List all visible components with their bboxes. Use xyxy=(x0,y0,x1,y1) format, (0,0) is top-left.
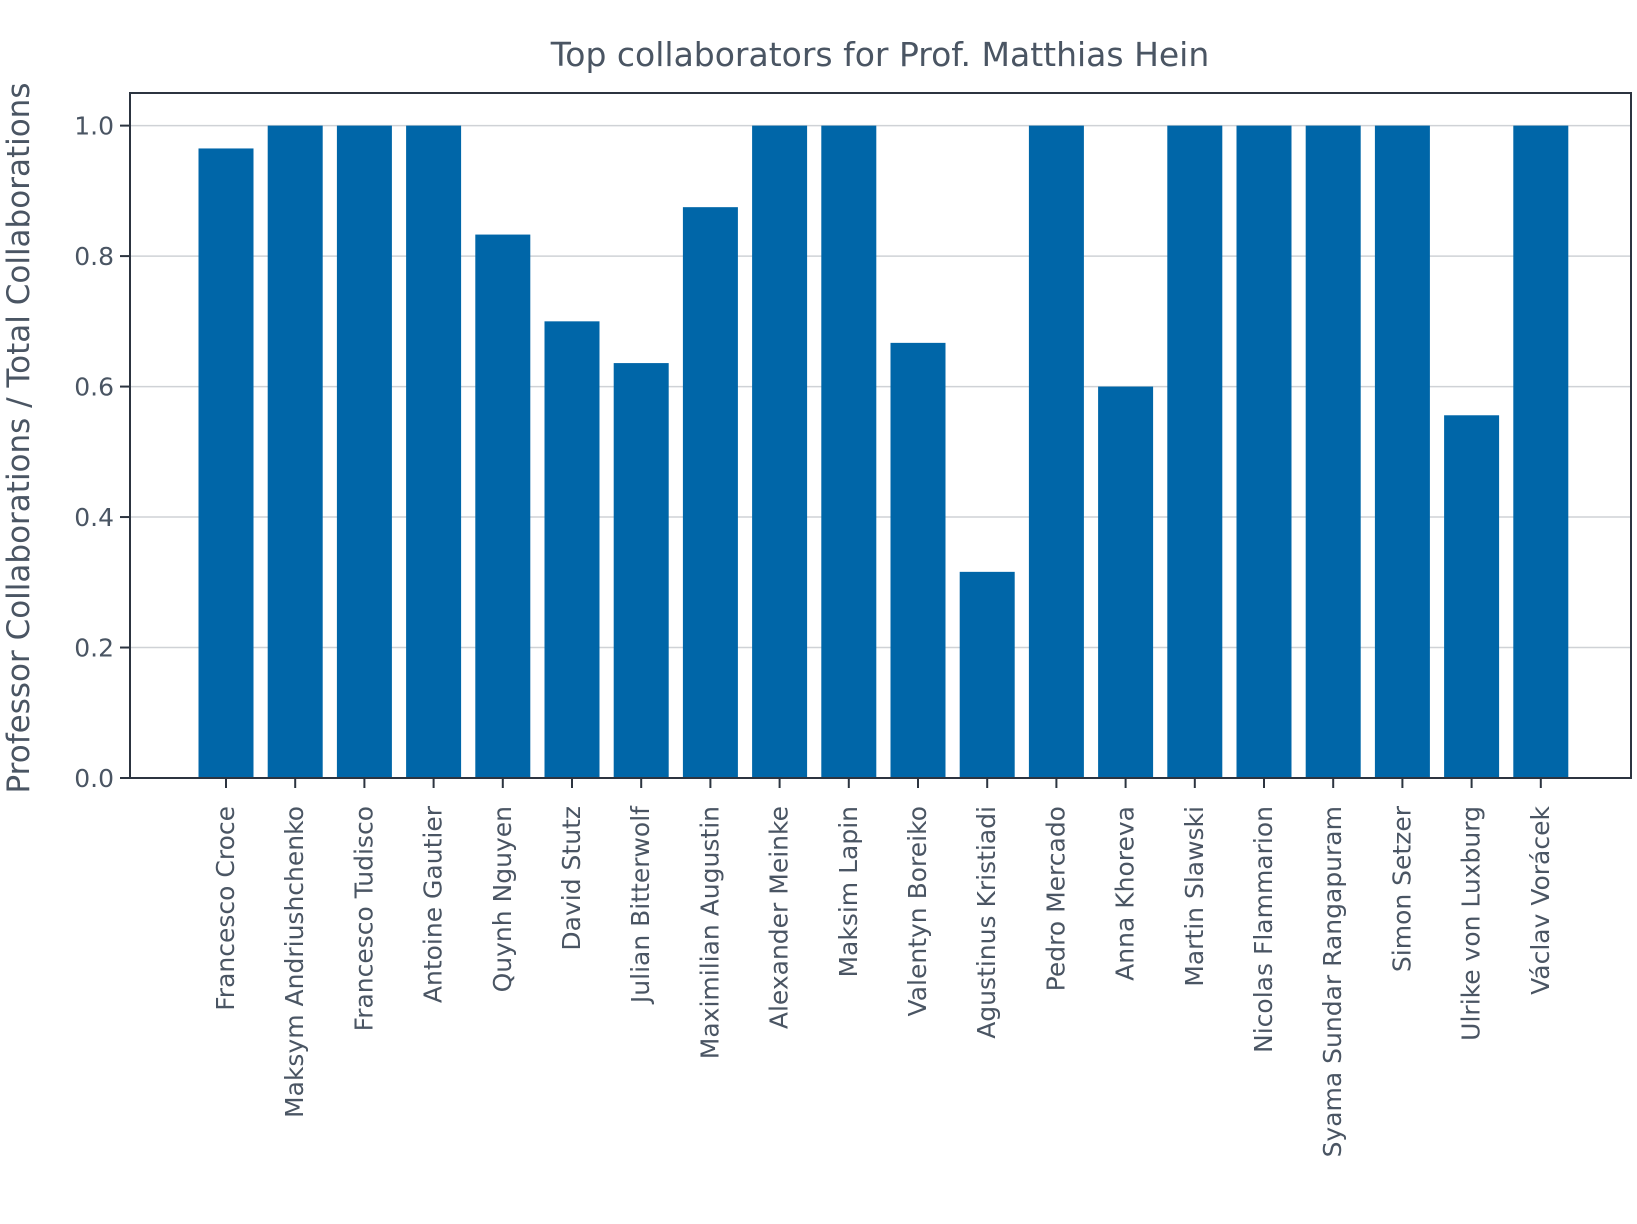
y-tick-label: 0.4 xyxy=(74,503,114,532)
y-axis-ticks: 0.0 0.2 0.4 0.6 0.8 1.0 xyxy=(74,112,130,793)
bar xyxy=(890,342,946,778)
x-tick-label: Maximilian Augustin xyxy=(695,806,724,1059)
bar xyxy=(1513,125,1569,779)
y-axis-label: Professor Collaborations / Total Collabo… xyxy=(1,83,37,794)
y-tick-label: 0.8 xyxy=(74,242,114,271)
chart-title: Top collaborators for Prof. Matthias Hei… xyxy=(550,35,1210,74)
x-tick-label: Nicolas Flammarion xyxy=(1249,806,1278,1053)
bars xyxy=(198,125,1569,779)
bar xyxy=(267,125,323,779)
x-tick-label: Syama Sundar Rangapuram xyxy=(1318,806,1347,1157)
x-tick-label: Martin Slawski xyxy=(1180,806,1209,987)
bar xyxy=(336,125,392,779)
bar xyxy=(1236,125,1292,779)
x-tick-label: Alexander Meinke xyxy=(765,806,794,1029)
y-tick-label: 0.6 xyxy=(74,373,114,402)
x-tick-label: Anna Khoreva xyxy=(1111,806,1140,981)
y-tick-label: 0.2 xyxy=(74,634,114,663)
x-tick-label: David Stutz xyxy=(557,806,586,951)
x-tick-label: Pedro Mercado xyxy=(1041,806,1070,991)
bar xyxy=(1098,386,1154,778)
bar xyxy=(821,125,877,779)
x-tick-label: Valentyn Boreiko xyxy=(903,806,932,1016)
bar xyxy=(1444,415,1500,778)
bar xyxy=(959,571,1015,778)
x-tick-label: Francesco Croce xyxy=(211,806,240,1011)
x-tick-label: Julian Bitterwolf xyxy=(626,805,655,1005)
x-tick-label: Simon Setzer xyxy=(1387,805,1416,972)
bar xyxy=(682,207,738,778)
plot-frame xyxy=(129,92,1632,779)
x-tick-label: Maksim Lapin xyxy=(834,806,863,978)
bar xyxy=(1305,125,1361,779)
x-tick-label: Václav Vorácek xyxy=(1526,805,1555,994)
y-tick-label: 0.0 xyxy=(74,764,114,793)
bar xyxy=(1167,125,1223,779)
bar xyxy=(406,125,462,779)
bar xyxy=(752,125,808,779)
y-tick-label: 1.0 xyxy=(74,112,114,141)
x-axis-ticks: Francesco Croce Maksym Andriushchenko Fran… xyxy=(211,778,1555,1157)
x-tick-label: Agustinus Kristiadi xyxy=(972,806,1001,1039)
x-tick-label: Antoine Gautier xyxy=(419,805,448,1003)
bar xyxy=(1028,125,1084,779)
x-tick-label: Francesco Tudisco xyxy=(349,806,378,1031)
bar xyxy=(544,321,600,778)
x-tick-label: Maksym Andriushchenko xyxy=(280,806,309,1118)
x-tick-label: Ulrike von Luxburg xyxy=(1457,806,1486,1041)
bar xyxy=(1374,125,1430,779)
bar xyxy=(613,363,669,778)
bar xyxy=(475,234,531,779)
x-tick-label: Quynh Nguyen xyxy=(488,806,517,992)
bar xyxy=(198,148,254,778)
